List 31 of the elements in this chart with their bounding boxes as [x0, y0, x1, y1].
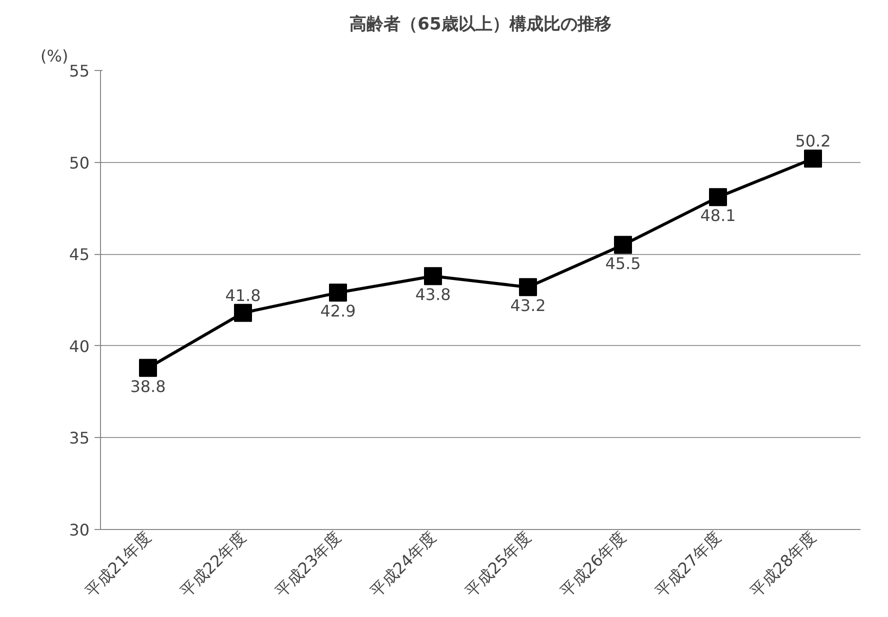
x-tick-label: 平成27年度: [652, 528, 725, 601]
point: [234, 304, 252, 322]
x-tick-label: 平成24年度: [366, 528, 440, 601]
data-label: 50.2: [795, 132, 831, 151]
point: [139, 358, 157, 377]
point: [424, 267, 442, 286]
x-tick-label: 平成23年度: [272, 528, 345, 601]
data-label: 43.2: [510, 296, 546, 316]
data-label: 42.9: [320, 302, 356, 321]
y-tick-label: 30: [69, 520, 90, 540]
y-tick-label: 45: [69, 245, 90, 264]
data-label: 43.8: [415, 285, 451, 304]
x-tick-label: 平成22年度: [176, 528, 250, 601]
x-tick-label: 平成28年度: [746, 528, 820, 601]
point: [519, 278, 537, 296]
chart-title: 高齢者（65歳以上）構成比の推移: [350, 14, 612, 34]
y-tick-label: 55: [69, 62, 90, 80]
point: [329, 284, 347, 302]
point: [614, 236, 632, 254]
data-label: 38.8: [130, 376, 166, 396]
y-axis-title: (%): [40, 46, 68, 66]
y-tick-label: 40: [69, 336, 90, 356]
x-tick-label: 平成25年度: [462, 528, 535, 601]
point: [709, 188, 727, 206]
y-tick-label: 50: [69, 153, 90, 172]
data-label: 45.5: [605, 254, 641, 273]
y-tick-label: 35: [69, 428, 90, 448]
data-label: 48.1: [700, 206, 736, 226]
point: [804, 150, 822, 168]
x-tick-label: 平成26年度: [556, 528, 630, 601]
data-label: 41.8: [225, 286, 261, 305]
